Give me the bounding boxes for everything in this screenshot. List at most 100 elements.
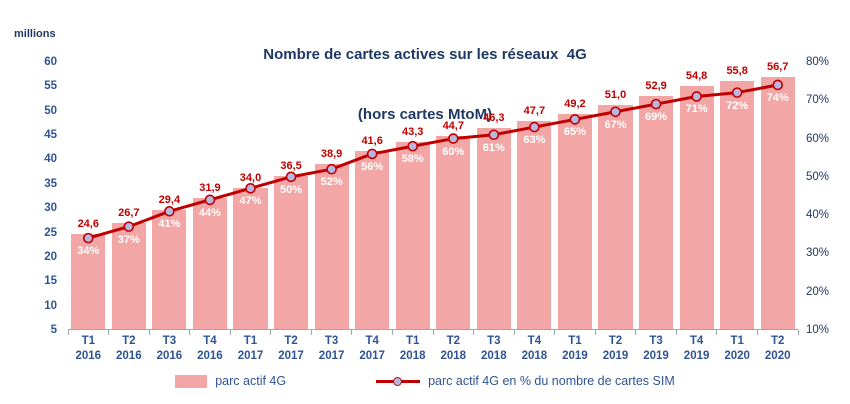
x-tick-quarter: T3	[487, 335, 501, 347]
legend-label-line: parc actif 4G en % du nombre de cartes S…	[428, 374, 675, 388]
x-tick-year: 2018	[521, 350, 548, 362]
line-percent-label: 41%	[158, 218, 181, 231]
x-tick-quarter: T1	[730, 335, 744, 347]
line-percent-label: 67%	[604, 118, 627, 131]
x-tick-label: T4 2016	[190, 334, 231, 364]
line-percent-label: 37%	[117, 233, 140, 246]
x-tick-quarter: T3	[324, 335, 339, 347]
bar-value-label: 54,8	[685, 70, 708, 83]
line-percent-label: 47%	[239, 195, 262, 208]
y-left-tick-label: 60	[44, 56, 57, 68]
x-tick-label: T3 2017	[311, 334, 352, 364]
x-axis-tick-mark	[554, 330, 556, 335]
x-tick-quarter: T3	[162, 335, 177, 347]
x-axis-tick-mark	[635, 330, 637, 335]
x-tick-quarter: T4	[689, 335, 704, 347]
x-tick-quarter: T2	[608, 335, 623, 347]
y-left-tick-label: 30	[44, 202, 57, 215]
x-axis-tick-mark	[189, 330, 191, 335]
y-left-tick-label: 45	[44, 129, 57, 142]
bar-value-label: 36,5	[280, 159, 302, 172]
x-axis-tick-mark	[67, 330, 69, 335]
x-tick-label: T1 2020	[717, 334, 758, 364]
x-tick-quarter: T1	[568, 335, 582, 347]
x-tick-year: 2019	[602, 350, 629, 362]
x-axis-tick-mark	[432, 330, 434, 335]
y-right-tick-label: 80%	[806, 56, 830, 68]
y-left-tick-label: 35	[44, 177, 57, 190]
bar-value-label: 55,8	[726, 65, 748, 78]
x-axis-tick-mark	[229, 330, 231, 335]
line-series-swatch	[376, 376, 421, 387]
line-percent-label: 71%	[685, 103, 708, 116]
x-tick-quarter: T4	[203, 335, 217, 347]
y-right-tick-label: 20%	[806, 285, 830, 298]
x-tick-quarter: T2	[122, 335, 136, 347]
y-left-tick-label: 50	[44, 104, 57, 117]
bar-value-label: 31,9	[199, 181, 221, 194]
x-tick-year: 2016	[75, 350, 102, 362]
x-tick-label: T4 2019	[676, 334, 717, 364]
bar	[517, 120, 552, 329]
bar	[71, 233, 106, 329]
bar	[639, 95, 674, 329]
line-percent-label: 61%	[482, 141, 505, 154]
x-axis-tick-mark	[473, 330, 475, 335]
x-tick-label: T1 2016	[68, 334, 109, 364]
legend-item-line: parc actif 4G en % du nombre de cartes S…	[376, 374, 675, 388]
x-tick-year: 2017	[359, 350, 385, 362]
line-percent-label: 65%	[563, 126, 586, 139]
y-axis-unit-label: millions	[14, 28, 56, 40]
legend-item-bars: parc actif 4G	[175, 374, 286, 388]
x-axis: T1 2016 T2 2016 T3 2016 T4 2016 T1 2017 T2 2017 T3 20…	[67, 330, 799, 368]
x-tick-year: 2019	[562, 350, 588, 362]
bar	[111, 223, 146, 329]
line-percent-label: 63%	[523, 134, 546, 147]
x-axis-tick-mark	[594, 330, 596, 335]
chart-title-line1: Nombre de cartes actives sur les réseaux…	[263, 46, 587, 63]
x-tick-label: T2 2018	[433, 334, 474, 364]
line-percent-label: 60%	[442, 145, 465, 158]
y-left-tick-label: 5	[50, 324, 57, 336]
line-percent-label: 52%	[320, 176, 343, 189]
x-axis-tick-mark	[270, 330, 272, 335]
bar-value-label: 29,4	[158, 194, 181, 207]
x-tick-label: T4 2018	[514, 334, 555, 364]
x-tick-quarter: T4	[365, 335, 379, 347]
y-axis-left: 60 55 50 45 40 35 30 25 20 15 10 5	[0, 56, 62, 336]
x-tick-label: T2 2020	[757, 334, 798, 364]
plot-area: 24,6 26,7 29,4 31,9 34,0 36,5 38,9 41,6 43,3 44,7…	[68, 61, 798, 330]
y-right-tick-label: 50%	[806, 170, 830, 183]
x-axis-tick-mark	[797, 330, 799, 335]
bar	[274, 175, 309, 329]
legend-label-bars: parc actif 4G	[215, 374, 287, 388]
y-right-tick-label: 30%	[806, 247, 830, 260]
bar-value-label: 47,7	[523, 104, 546, 117]
x-tick-quarter: T2	[771, 335, 785, 347]
x-tick-label: T1 2018	[392, 334, 433, 364]
line-percent-label: 74%	[766, 91, 789, 104]
line-percent-label: 72%	[726, 99, 749, 112]
x-tick-year: 2016	[116, 350, 142, 362]
line-percent-label: 56%	[361, 160, 384, 173]
x-axis-tick-mark	[351, 330, 353, 335]
x-axis-tick-mark	[756, 330, 758, 335]
x-tick-quarter: T1	[81, 335, 95, 347]
y-right-tick-label: 60%	[806, 132, 830, 145]
bar-value-label: 51,0	[604, 88, 627, 101]
x-tick-year: 2017	[318, 350, 345, 362]
bar	[760, 77, 795, 329]
line-percent-label: 44%	[198, 206, 221, 219]
y-right-tick-label: 40%	[806, 209, 830, 222]
x-tick-year: 2016	[197, 350, 223, 362]
bar	[679, 86, 714, 329]
line-swatch-marker-icon	[393, 376, 403, 386]
x-tick-year: 2018	[481, 350, 507, 362]
x-tick-label: T2 2019	[595, 334, 636, 364]
x-tick-label: T3 2019	[636, 334, 677, 364]
x-axis-tick-mark	[310, 330, 312, 335]
x-axis-tick-mark	[675, 330, 677, 335]
x-axis-tick-mark	[716, 330, 718, 335]
y-right-tick-label: 10%	[806, 324, 830, 336]
bar-value-label: 38,9	[320, 147, 343, 160]
